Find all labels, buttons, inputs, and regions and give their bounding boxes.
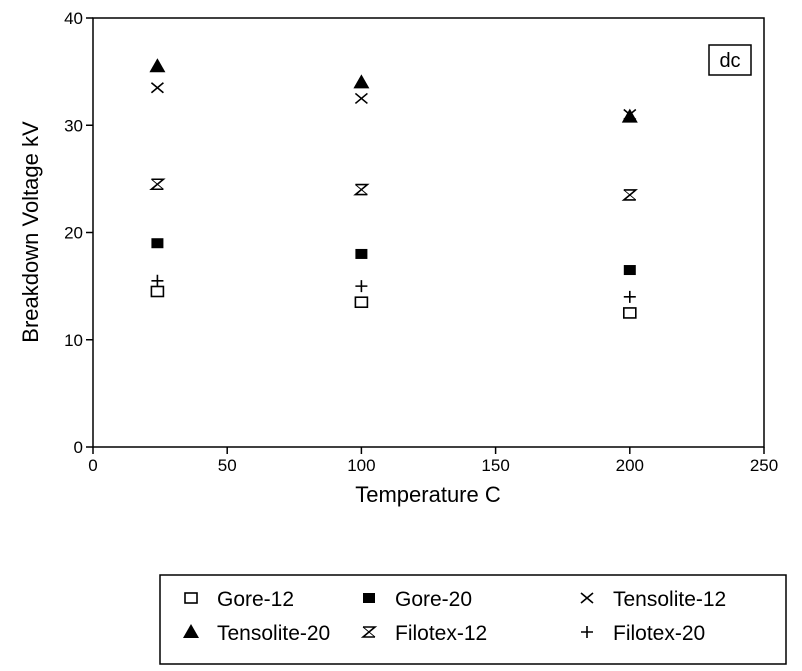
x-tick-label: 250	[750, 456, 778, 475]
legend-marker-filotex-12	[360, 626, 378, 638]
dc-annotation-box	[708, 44, 752, 76]
data-point-tensolite-20	[149, 58, 166, 73]
x-axis-tick-labels: 0 50 100 150 200 250	[88, 456, 778, 475]
data-point-gore-20	[151, 238, 164, 249]
y-tick-label: 40	[64, 9, 83, 28]
legend-item-filotex-20: Filotex-20	[581, 622, 705, 645]
legend-marker-gore-12	[184, 592, 198, 604]
x-tick-label: 150	[481, 456, 509, 475]
y-tick-label: 20	[64, 224, 83, 243]
legend-marker-gore-20	[363, 593, 375, 603]
x-tick-label: 0	[88, 456, 97, 475]
data-point-tensolite-12	[354, 92, 368, 105]
data-point-filotex-12	[621, 189, 639, 201]
legend-box	[159, 574, 787, 665]
legend: Gore-12 Gore-20 Tensolite-12 Tensolite-20 Fi…	[159, 574, 787, 665]
plot-area-frame	[92, 17, 765, 448]
x-tick-label: 100	[347, 456, 375, 475]
data-point-gore-20	[623, 265, 636, 276]
data-point-filotex-20	[623, 290, 636, 303]
y-axis-tick-labels: 0 10 20 30 40	[64, 9, 83, 457]
data-point-gore-12	[354, 296, 369, 309]
data-point-gore-12	[150, 285, 165, 298]
data-point-gore-20	[355, 248, 368, 259]
data-point-filotex-12	[149, 178, 166, 191]
data-point-gore-12	[622, 307, 637, 319]
legend-item-filotex-12: Filotex-12	[360, 622, 487, 645]
legend-label: Filotex-12	[395, 622, 487, 645]
y-tick-label: 10	[64, 331, 83, 350]
x-tick-label: 200	[616, 456, 644, 475]
x-axis-title: Temperature C	[355, 482, 501, 507]
legend-label: Gore-12	[217, 588, 294, 611]
legend-marker-filotex-20	[581, 626, 593, 638]
legend-marker-tensolite-20	[183, 624, 199, 638]
data-point-filotex-20	[151, 274, 164, 287]
legend-marker-tensolite-12	[580, 592, 594, 604]
legend-item-tensolite-12: Tensolite-12	[580, 588, 726, 611]
legend-label: Gore-20	[395, 588, 472, 611]
data-point-filotex-20	[355, 280, 368, 293]
data-point-tensolite-20	[353, 74, 370, 89]
y-tick-label: 0	[74, 438, 83, 457]
data-point-tensolite-20	[621, 108, 638, 123]
legend-label: Filotex-20	[613, 622, 705, 645]
data-point-filotex-12	[353, 183, 370, 196]
legend-item-gore-20: Gore-20	[363, 588, 472, 611]
dc-annotation: dc	[708, 44, 752, 76]
y-tick-label: 30	[64, 116, 83, 135]
legend-item-gore-12: Gore-12	[184, 588, 294, 611]
y-axis-title: Breakdown Voltage kV	[18, 121, 43, 343]
axis-ticks	[86, 17, 765, 454]
legend-item-tensolite-20: Tensolite-20	[183, 622, 330, 645]
legend-label: Tensolite-20	[217, 622, 330, 645]
data-point-tensolite-12	[150, 82, 164, 94]
x-tick-label: 50	[218, 456, 237, 475]
data-points	[149, 58, 639, 319]
legend-label: Tensolite-12	[613, 588, 726, 611]
dc-annotation-text: dc	[719, 50, 740, 72]
